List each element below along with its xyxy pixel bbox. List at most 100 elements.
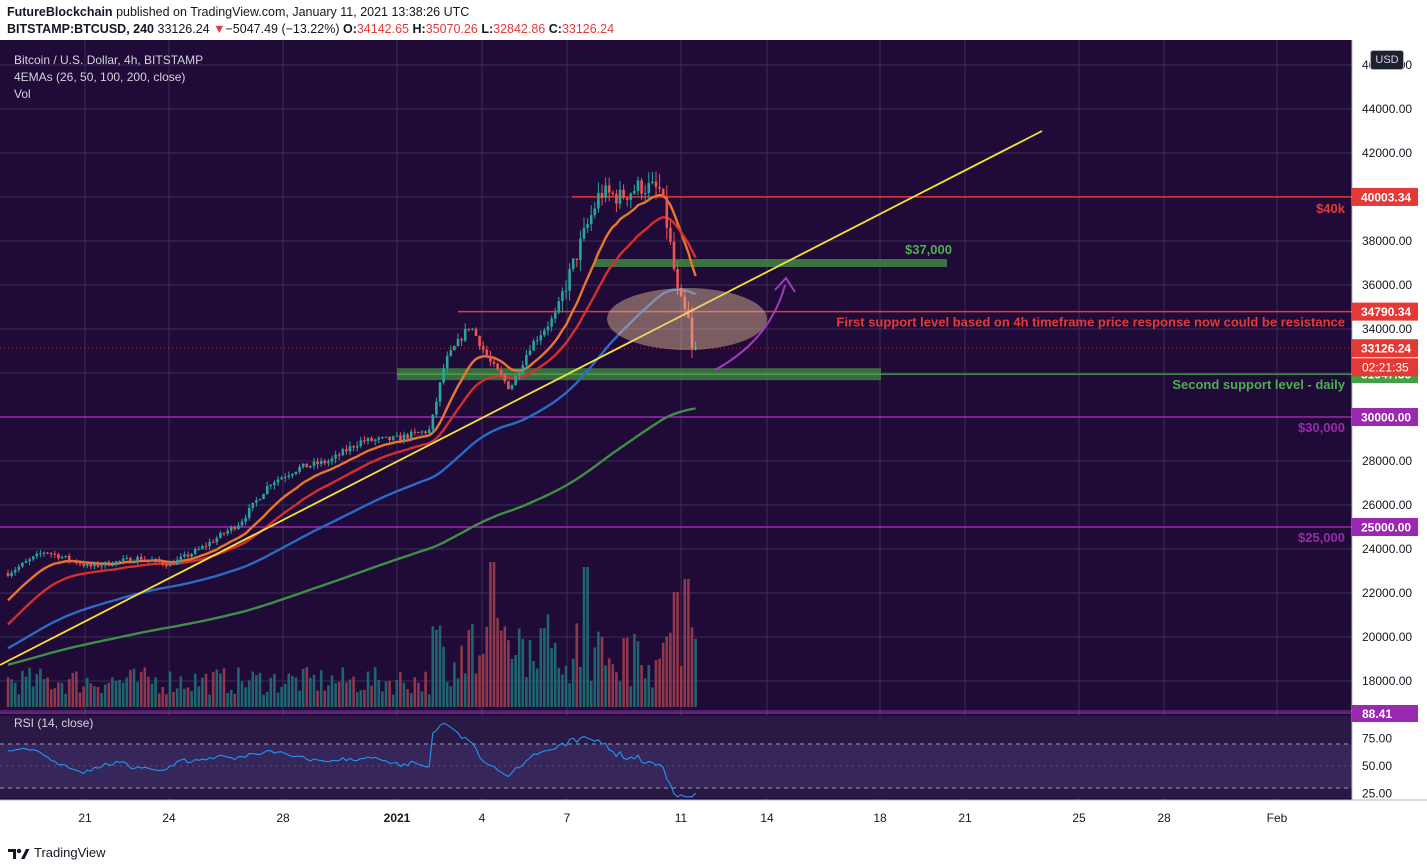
volume-bar — [406, 689, 409, 707]
candle-body — [352, 446, 355, 448]
volume-bar — [75, 671, 78, 707]
volume-bar — [492, 562, 496, 707]
legend-title[interactable]: Bitcoin / U.S. Dollar, 4h, BITSTAMP — [14, 53, 204, 67]
volume-bar — [571, 658, 575, 707]
candle-down — [683, 290, 687, 317]
publication-header: FutureBlockchain published on TradingVie… — [0, 0, 1427, 40]
legend-rsi[interactable]: RSI (14, close) — [14, 716, 94, 730]
candle-up — [150, 555, 154, 561]
candle-body — [593, 208, 597, 216]
candle-body — [341, 449, 345, 456]
candle-up — [327, 458, 330, 467]
candle-body — [93, 563, 96, 567]
volume-bar — [352, 676, 355, 707]
candle-down — [53, 550, 57, 558]
candle-up — [280, 475, 283, 480]
candle-down — [222, 532, 226, 537]
candle-down — [669, 220, 672, 245]
candle-body — [157, 558, 161, 562]
volume-bar — [190, 691, 193, 707]
candle-down — [6, 569, 10, 578]
candle-down — [676, 260, 679, 296]
candle-body — [283, 476, 287, 478]
candle-body — [636, 180, 640, 191]
candle-body — [319, 460, 323, 465]
candle-down — [186, 551, 190, 561]
volume-bar — [165, 694, 168, 707]
candle-body — [561, 291, 564, 302]
candle-up — [273, 480, 276, 490]
candle-down — [352, 444, 355, 452]
candle-body — [651, 181, 654, 183]
chart-canvas[interactable]: 18000.00 20000.00 22000.00 24000.00 26000.00… — [0, 40, 1427, 838]
volume-bar — [118, 679, 121, 707]
candle-body — [255, 500, 258, 503]
candle-body — [550, 318, 553, 327]
volume-bar — [366, 671, 370, 707]
volume-bar — [244, 687, 247, 707]
candle-body — [453, 346, 456, 351]
volume-bar — [489, 562, 492, 707]
candle-body — [35, 553, 39, 557]
candle-down — [204, 542, 208, 551]
candle-body — [71, 560, 75, 562]
volume-bar — [553, 642, 557, 707]
candle-body — [643, 193, 647, 195]
volume-bar — [557, 667, 561, 707]
candle-body — [240, 521, 244, 526]
legend-vol[interactable]: Vol — [14, 87, 31, 101]
candle-down — [75, 559, 78, 565]
candle-down — [96, 561, 100, 568]
candle-body — [597, 192, 600, 209]
price-tick-label: 44000.00 — [1362, 102, 1412, 116]
candle-body — [85, 563, 89, 566]
candle-body — [435, 401, 438, 415]
candle-body — [683, 296, 687, 310]
volume-bar — [107, 682, 111, 707]
candle-body — [395, 435, 399, 437]
volume-bar — [561, 674, 564, 707]
footer: TradingView — [0, 838, 1427, 868]
legend-emas[interactable]: 4EMAs (26, 50, 100, 200, close) — [14, 70, 186, 84]
price-badge-label: 25000.00 — [1361, 521, 1411, 535]
candle-down — [622, 184, 625, 200]
currency-button[interactable]: USD — [1370, 50, 1404, 70]
volume-bar — [575, 623, 579, 707]
candle-down — [67, 553, 71, 565]
volume-bar — [679, 665, 683, 707]
candle-down — [139, 553, 143, 561]
candle-body — [89, 563, 93, 567]
candle-body — [625, 197, 629, 200]
volume-bar — [424, 671, 427, 707]
volume-bar — [139, 671, 143, 707]
volume-bar — [485, 626, 489, 707]
candle-up — [265, 481, 269, 495]
volume-bar — [247, 680, 251, 707]
candle-body — [132, 561, 136, 563]
candle-up — [330, 455, 334, 465]
candle-up — [463, 323, 467, 343]
candle-body — [46, 552, 49, 554]
volume-bar — [615, 672, 618, 707]
tradingview-logo-icon[interactable] — [8, 846, 30, 860]
candle-body — [111, 565, 114, 567]
candle-up — [201, 544, 204, 550]
candle-up — [543, 327, 546, 338]
candle-down — [417, 431, 420, 434]
candle-body — [13, 569, 17, 573]
author-name[interactable]: FutureBlockchain — [7, 5, 113, 19]
candle-up — [114, 560, 118, 567]
rsi-current-label: 88.41 — [1362, 707, 1392, 721]
candle-body — [298, 466, 301, 472]
volume-bar — [53, 688, 57, 707]
volume-bar — [377, 679, 381, 707]
candle-body — [496, 363, 499, 370]
volume-bar — [517, 628, 521, 707]
label-25k: $25,000 — [1298, 530, 1345, 545]
candle-up — [694, 341, 697, 351]
candle-body — [618, 189, 622, 204]
candle-up — [175, 556, 179, 565]
tradingview-brand[interactable]: TradingView — [34, 845, 106, 860]
candle-up — [64, 555, 67, 559]
candle-down — [478, 335, 481, 350]
